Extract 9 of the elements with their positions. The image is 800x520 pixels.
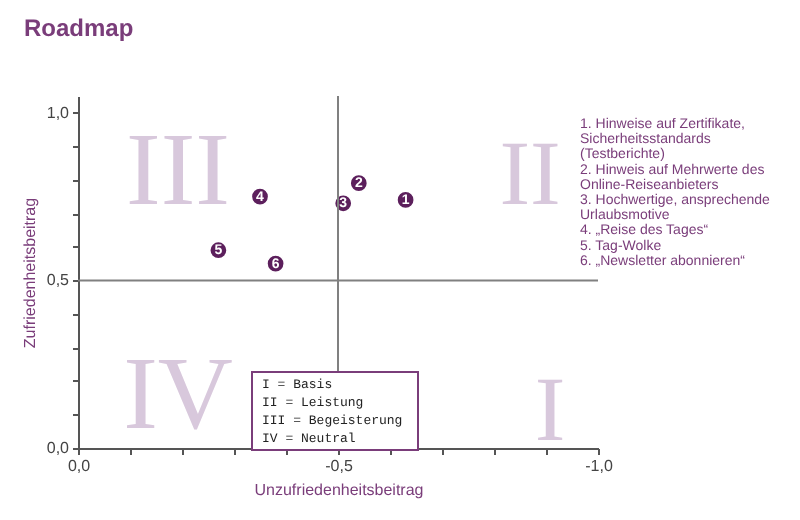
y-tick-label: 0,0 <box>46 439 71 457</box>
x-tick-label: -0,5 <box>325 457 354 475</box>
y-tick-label: 0,5 <box>46 271 71 290</box>
y-axis-title: Zufriedenheitsbeitrag <box>20 197 39 349</box>
x-axis-title: Unzufriedenheitsbeitrag <box>254 481 424 499</box>
x-tick-label: -1,0 <box>585 457 614 475</box>
x-tick-label: 0,0 <box>67 457 92 475</box>
y-tick-label: 1,0 <box>46 103 71 122</box>
chart-title: Roadmap <box>24 14 134 42</box>
